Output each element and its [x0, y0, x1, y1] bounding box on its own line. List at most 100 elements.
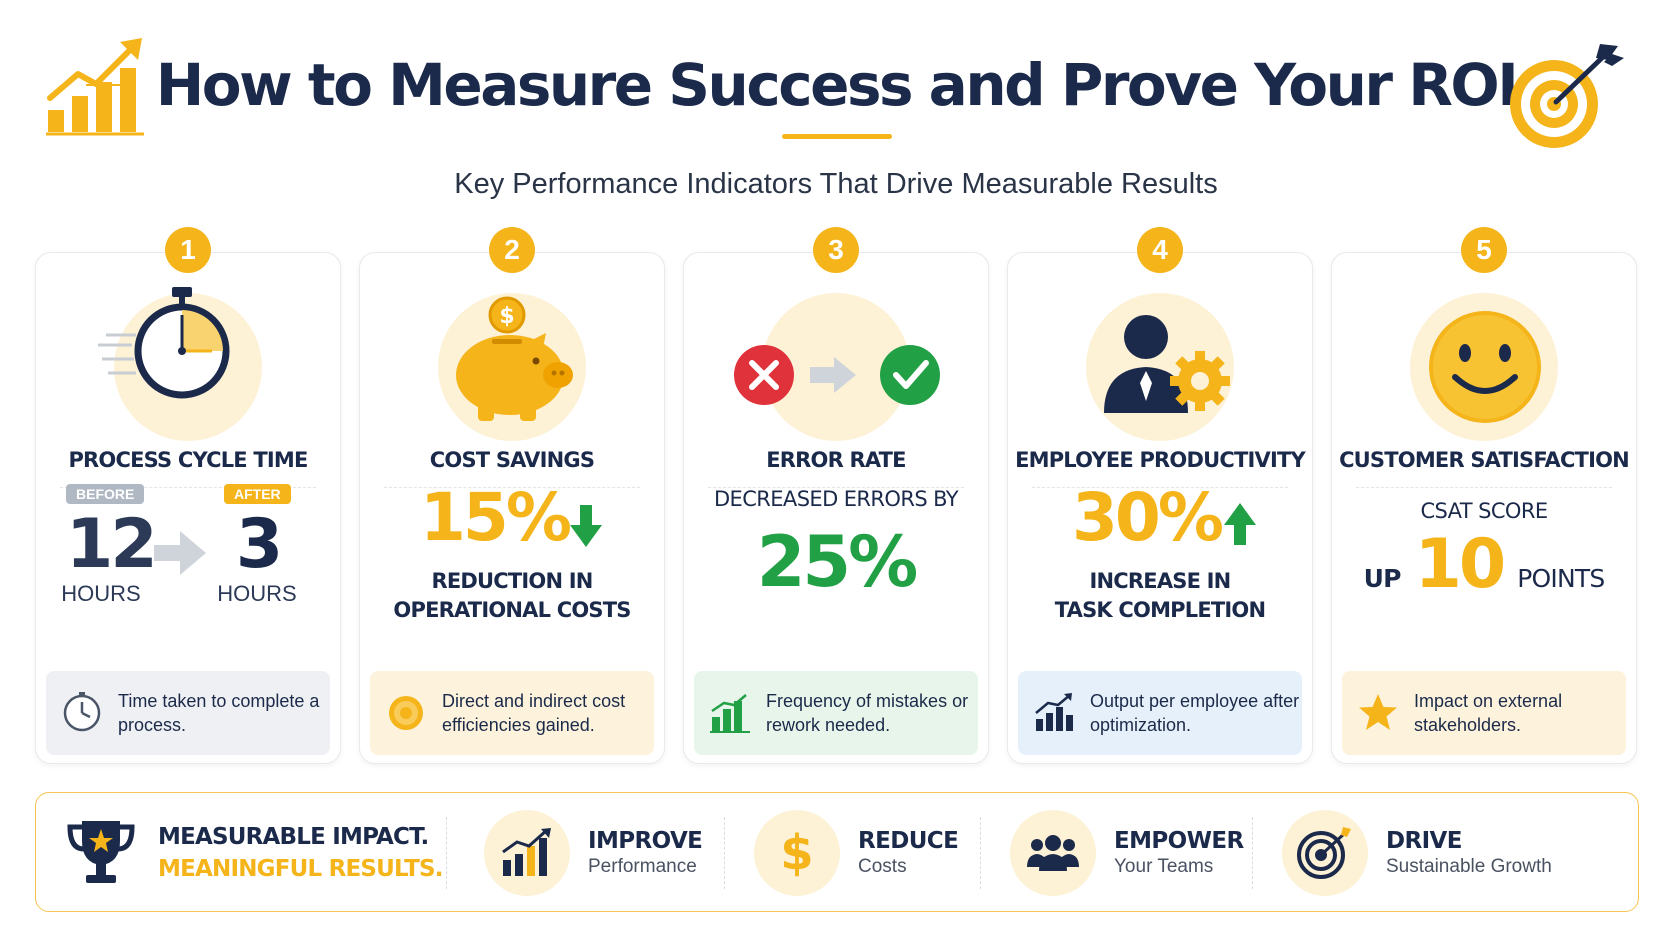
footer-item-improve: IMPROVE Performance: [484, 793, 703, 913]
svg-text:$: $: [499, 304, 514, 329]
card-title: PROCESS CYCLE TIME: [68, 448, 308, 472]
footer-item-sub: Performance: [588, 856, 697, 877]
footer-item-sub: Your Teams: [1114, 856, 1214, 877]
icon-circle: $: [754, 810, 840, 896]
card-divider: [1356, 487, 1612, 488]
title-dash-left: [85, 80, 136, 90]
csat-label: CSAT SCORE: [1420, 499, 1548, 523]
card-title: CUSTOMER SATISFACTION: [1339, 448, 1630, 472]
footer-separator: [980, 817, 981, 889]
card-number-badge: 5: [1461, 227, 1507, 273]
team-icon: [1027, 835, 1079, 871]
description-text: Output per employee after optimization.: [1090, 691, 1300, 735]
footer-banner: MEASURABLE IMPACT. MEANINGFUL RESULTS. I…: [35, 792, 1639, 912]
footer-item-head: IMPROVE: [588, 828, 703, 854]
tagline-line-1: MEASURABLE IMPACT.: [158, 824, 429, 850]
card-number-badge: 4: [1137, 227, 1183, 273]
growth-chart-icon: [502, 828, 551, 876]
card-divider: [708, 487, 964, 488]
card-title: EMPLOYEE PRODUCTIVITY: [1015, 448, 1306, 472]
card-divider: [60, 487, 316, 488]
description-text: Frequency of mistakes or rework needed.: [766, 691, 969, 735]
employee-gear-icon: [1104, 315, 1230, 413]
description-text: Impact on external stakeholders.: [1414, 691, 1563, 735]
dollar-icon: $: [780, 825, 814, 881]
card-number-badge: 3: [813, 227, 859, 273]
kpi-card-employee-productivity: 4 EMPLOYEE PRODUCTIVITY 30%: [1007, 227, 1313, 764]
error-to-check-icon: [734, 345, 940, 405]
icon-circle: [1010, 810, 1096, 896]
footer-item-head: REDUCE: [858, 828, 959, 854]
footer-item-sub: Sustainable Growth: [1386, 856, 1552, 877]
footer-item-head: EMPOWER: [1114, 828, 1244, 854]
icon-circle: [484, 810, 570, 896]
coin-icon: [389, 696, 423, 730]
description-box: Direct and indirect cost efficiencies ga…: [370, 671, 654, 755]
footer-item-text: DRIVE Sustainable Growth: [1386, 828, 1552, 878]
label-line-1: REDUCTION IN: [431, 569, 593, 593]
kpi-card-customer-satisfaction: 5 CUSTOMER SATISFACTION CSAT SCORE UP 10…: [1331, 227, 1637, 764]
title-row: How to Measure Success and Prove Your RO…: [0, 40, 1672, 130]
footer-item-text: EMPOWER Your Teams: [1114, 828, 1244, 878]
description-box: Impact on external stakeholders.: [1342, 671, 1626, 755]
footer-separator: [724, 817, 725, 889]
piggy-bank-icon: $: [456, 296, 573, 421]
card-divider: [384, 487, 640, 488]
error-rate-label: DECREASED ERRORS BY: [713, 487, 959, 511]
kpi-card-cost-savings: 2 $ COST SAVINGS 15% REDUCTION IN OPERAT…: [359, 227, 665, 764]
tagline-line-2: MEANINGFUL RESULTS.: [158, 856, 443, 882]
title-underline: [782, 134, 892, 139]
page-title: How to Measure Success and Prove Your RO…: [155, 51, 1519, 119]
kpi-card-error-rate: 3 ERROR RATE DECREASED ERRORS BY 25% Fre…: [683, 227, 989, 764]
before-value: 12: [66, 505, 158, 584]
arrow-down-icon: [570, 505, 602, 547]
footer-item-text: IMPROVE Performance: [588, 828, 703, 878]
card-title: ERROR RATE: [766, 448, 906, 472]
footer-item-empower: EMPOWER Your Teams: [1010, 793, 1244, 913]
after-value: 3: [235, 505, 283, 584]
cost-savings-label: REDUCTION IN OPERATIONAL COSTS: [360, 567, 664, 625]
footer-item-drive: DRIVE Sustainable Growth: [1282, 793, 1552, 913]
footer-item-reduce: $ REDUCE Costs: [754, 793, 959, 913]
target-icon: [1297, 827, 1351, 879]
productivity-value: 30%: [1072, 479, 1224, 556]
label-line-1: INCREASE IN: [1089, 569, 1232, 593]
kpi-card-cycle-time: 1 PROCESS CYCLE TIME BEFORE AFTER 12 3 H…: [35, 227, 341, 764]
description-box: Output per employee after optimization.: [1018, 671, 1302, 755]
star-icon: [1359, 694, 1397, 730]
arrow-right-icon: [154, 531, 206, 575]
smiley-icon: [1429, 311, 1541, 423]
before-tag: BEFORE: [66, 484, 145, 504]
footer-item-head: DRIVE: [1386, 828, 1462, 854]
footer-tagline: MEASURABLE IMPACT. MEANINGFUL RESULTS.: [66, 793, 443, 913]
label-line-2: OPERATIONAL COSTS: [393, 598, 631, 622]
after-tag: AFTER: [224, 484, 291, 504]
card-title: COST SAVINGS: [429, 448, 595, 472]
csat-row: UP 10 POINTS: [1332, 525, 1636, 604]
trophy-icon: [67, 821, 135, 883]
icon-circle: [1282, 810, 1368, 896]
growth-chart-icon: [1035, 693, 1073, 731]
csat-prefix: UP: [1363, 564, 1402, 593]
cost-savings-value: 15%: [420, 479, 572, 556]
csat-suffix: POINTS: [1517, 564, 1605, 593]
before-unit: HOURS: [61, 581, 141, 606]
kpi-cards: 1 PROCESS CYCLE TIME BEFORE AFTER 12 3 H…: [35, 227, 1639, 764]
error-rate-value: 25%: [756, 521, 919, 603]
label-line-2: TASK COMPLETION: [1054, 598, 1266, 622]
footer-item-text: REDUCE Costs: [858, 828, 959, 878]
productivity-label: INCREASE IN TASK COMPLETION: [1008, 567, 1312, 625]
footer-separator: [446, 817, 447, 889]
page-subtitle: Key Performance Indicators That Drive Me…: [454, 168, 1218, 200]
bar-chart-icon: [710, 694, 750, 733]
clock-icon: [63, 692, 101, 732]
csat-value: 10: [1414, 525, 1507, 604]
stopwatch-icon: [98, 287, 230, 399]
after-unit: HOURS: [217, 581, 297, 606]
footer-item-sub: Costs: [858, 856, 907, 877]
description-box: Frequency of mistakes or rework needed.: [694, 671, 978, 755]
description-text: Direct and indirect cost efficiencies ga…: [442, 691, 626, 735]
description-text: Time taken to complete a process.: [118, 691, 320, 735]
card-number-badge: 2: [489, 227, 535, 273]
card-number-badge: 1: [165, 227, 211, 273]
